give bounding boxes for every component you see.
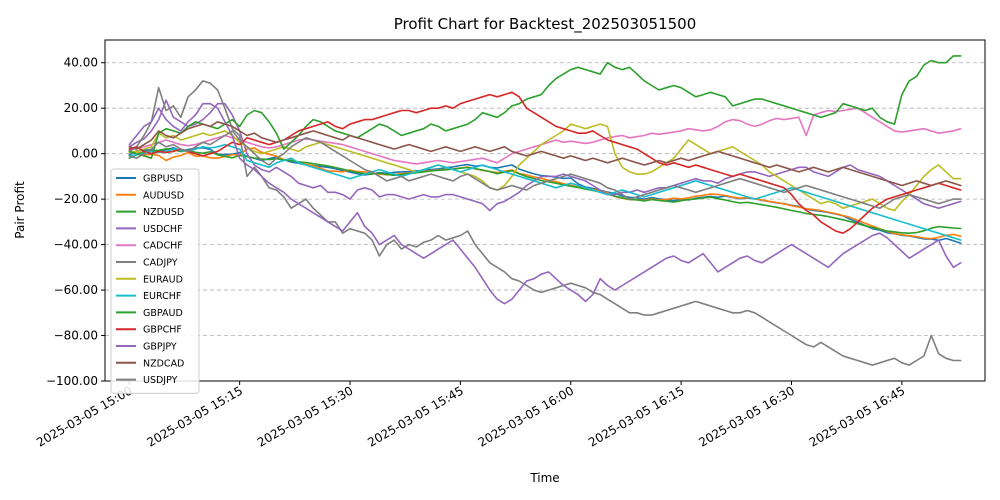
legend-label: EURAUD — [143, 274, 183, 285]
legend-label: GBPJPY — [143, 342, 177, 353]
x-tick-label: 2025-03-05 16:30 — [696, 383, 797, 449]
series-line-cadjpy — [128, 80, 962, 366]
series-line-gbpaud — [128, 55, 962, 159]
legend-label: AUDUSD — [143, 190, 184, 201]
legend-label: NZDCAD — [143, 358, 184, 369]
x-tick-label: 2025-03-05 16:45 — [807, 383, 908, 449]
legend-label: EURCHF — [143, 291, 181, 302]
y-tick-label: −40.00 — [54, 238, 98, 252]
legend-label: GBPAUD — [143, 308, 183, 319]
x-tick-label: 2025-03-05 16:15 — [586, 383, 687, 449]
series-line-gbpchf — [128, 91, 962, 234]
plot-frame — [104, 39, 986, 382]
series-line-cadchf — [128, 107, 962, 165]
x-axis-label: Time — [529, 471, 559, 485]
legend-label: USDJPY — [143, 375, 178, 386]
x-tick-label: 2025-03-05 16:00 — [476, 383, 577, 449]
series-line-audusd — [128, 147, 962, 240]
series-lines — [128, 55, 962, 366]
y-tick-label: −100.00 — [46, 374, 98, 388]
series-line-nzdusd — [128, 148, 962, 234]
legend-label: NZDUSD — [143, 207, 184, 218]
y-axis-ticks: 40.00 20.00 0.00 −20.00 −40.00 −60.00 −80.00 −1… — [46, 56, 105, 388]
series-line-gbpjpy — [128, 102, 962, 305]
legend-label: USDCHF — [143, 224, 183, 235]
x-tick-label: 2025-03-05 15:45 — [365, 383, 466, 449]
legend-label: GBPCHF — [143, 325, 182, 336]
series-line-eurchf — [128, 143, 962, 241]
y-tick-label: 20.00 — [64, 101, 98, 115]
series-line-nzdcad — [128, 121, 962, 187]
y-tick-label: −60.00 — [54, 283, 98, 297]
legend-box — [110, 168, 200, 394]
legend-label: CADJPY — [143, 258, 178, 269]
y-tick-label: −80.00 — [54, 329, 98, 343]
chart-title: Profit Chart for Backtest_202503051500 — [394, 15, 697, 34]
y-tick-label: −20.00 — [54, 192, 98, 206]
series-line-euraud — [128, 123, 962, 212]
x-tick-label: 2025-03-05 15:30 — [255, 383, 356, 449]
series-line-usdjpy — [128, 130, 962, 209]
y-tick-label: 40.00 — [64, 56, 98, 70]
y-tick-label: 0.00 — [71, 147, 98, 161]
legend-label: GBPUSD — [143, 174, 183, 185]
series-line-usdchf — [128, 99, 962, 212]
y-axis-label: Pair Profit — [13, 181, 27, 239]
legend-label: CADCHF — [143, 241, 183, 252]
legend: GBPUSD AUDUSD NZDUSD USDCHF CADCHF CADJPY EURA… — [110, 168, 200, 394]
